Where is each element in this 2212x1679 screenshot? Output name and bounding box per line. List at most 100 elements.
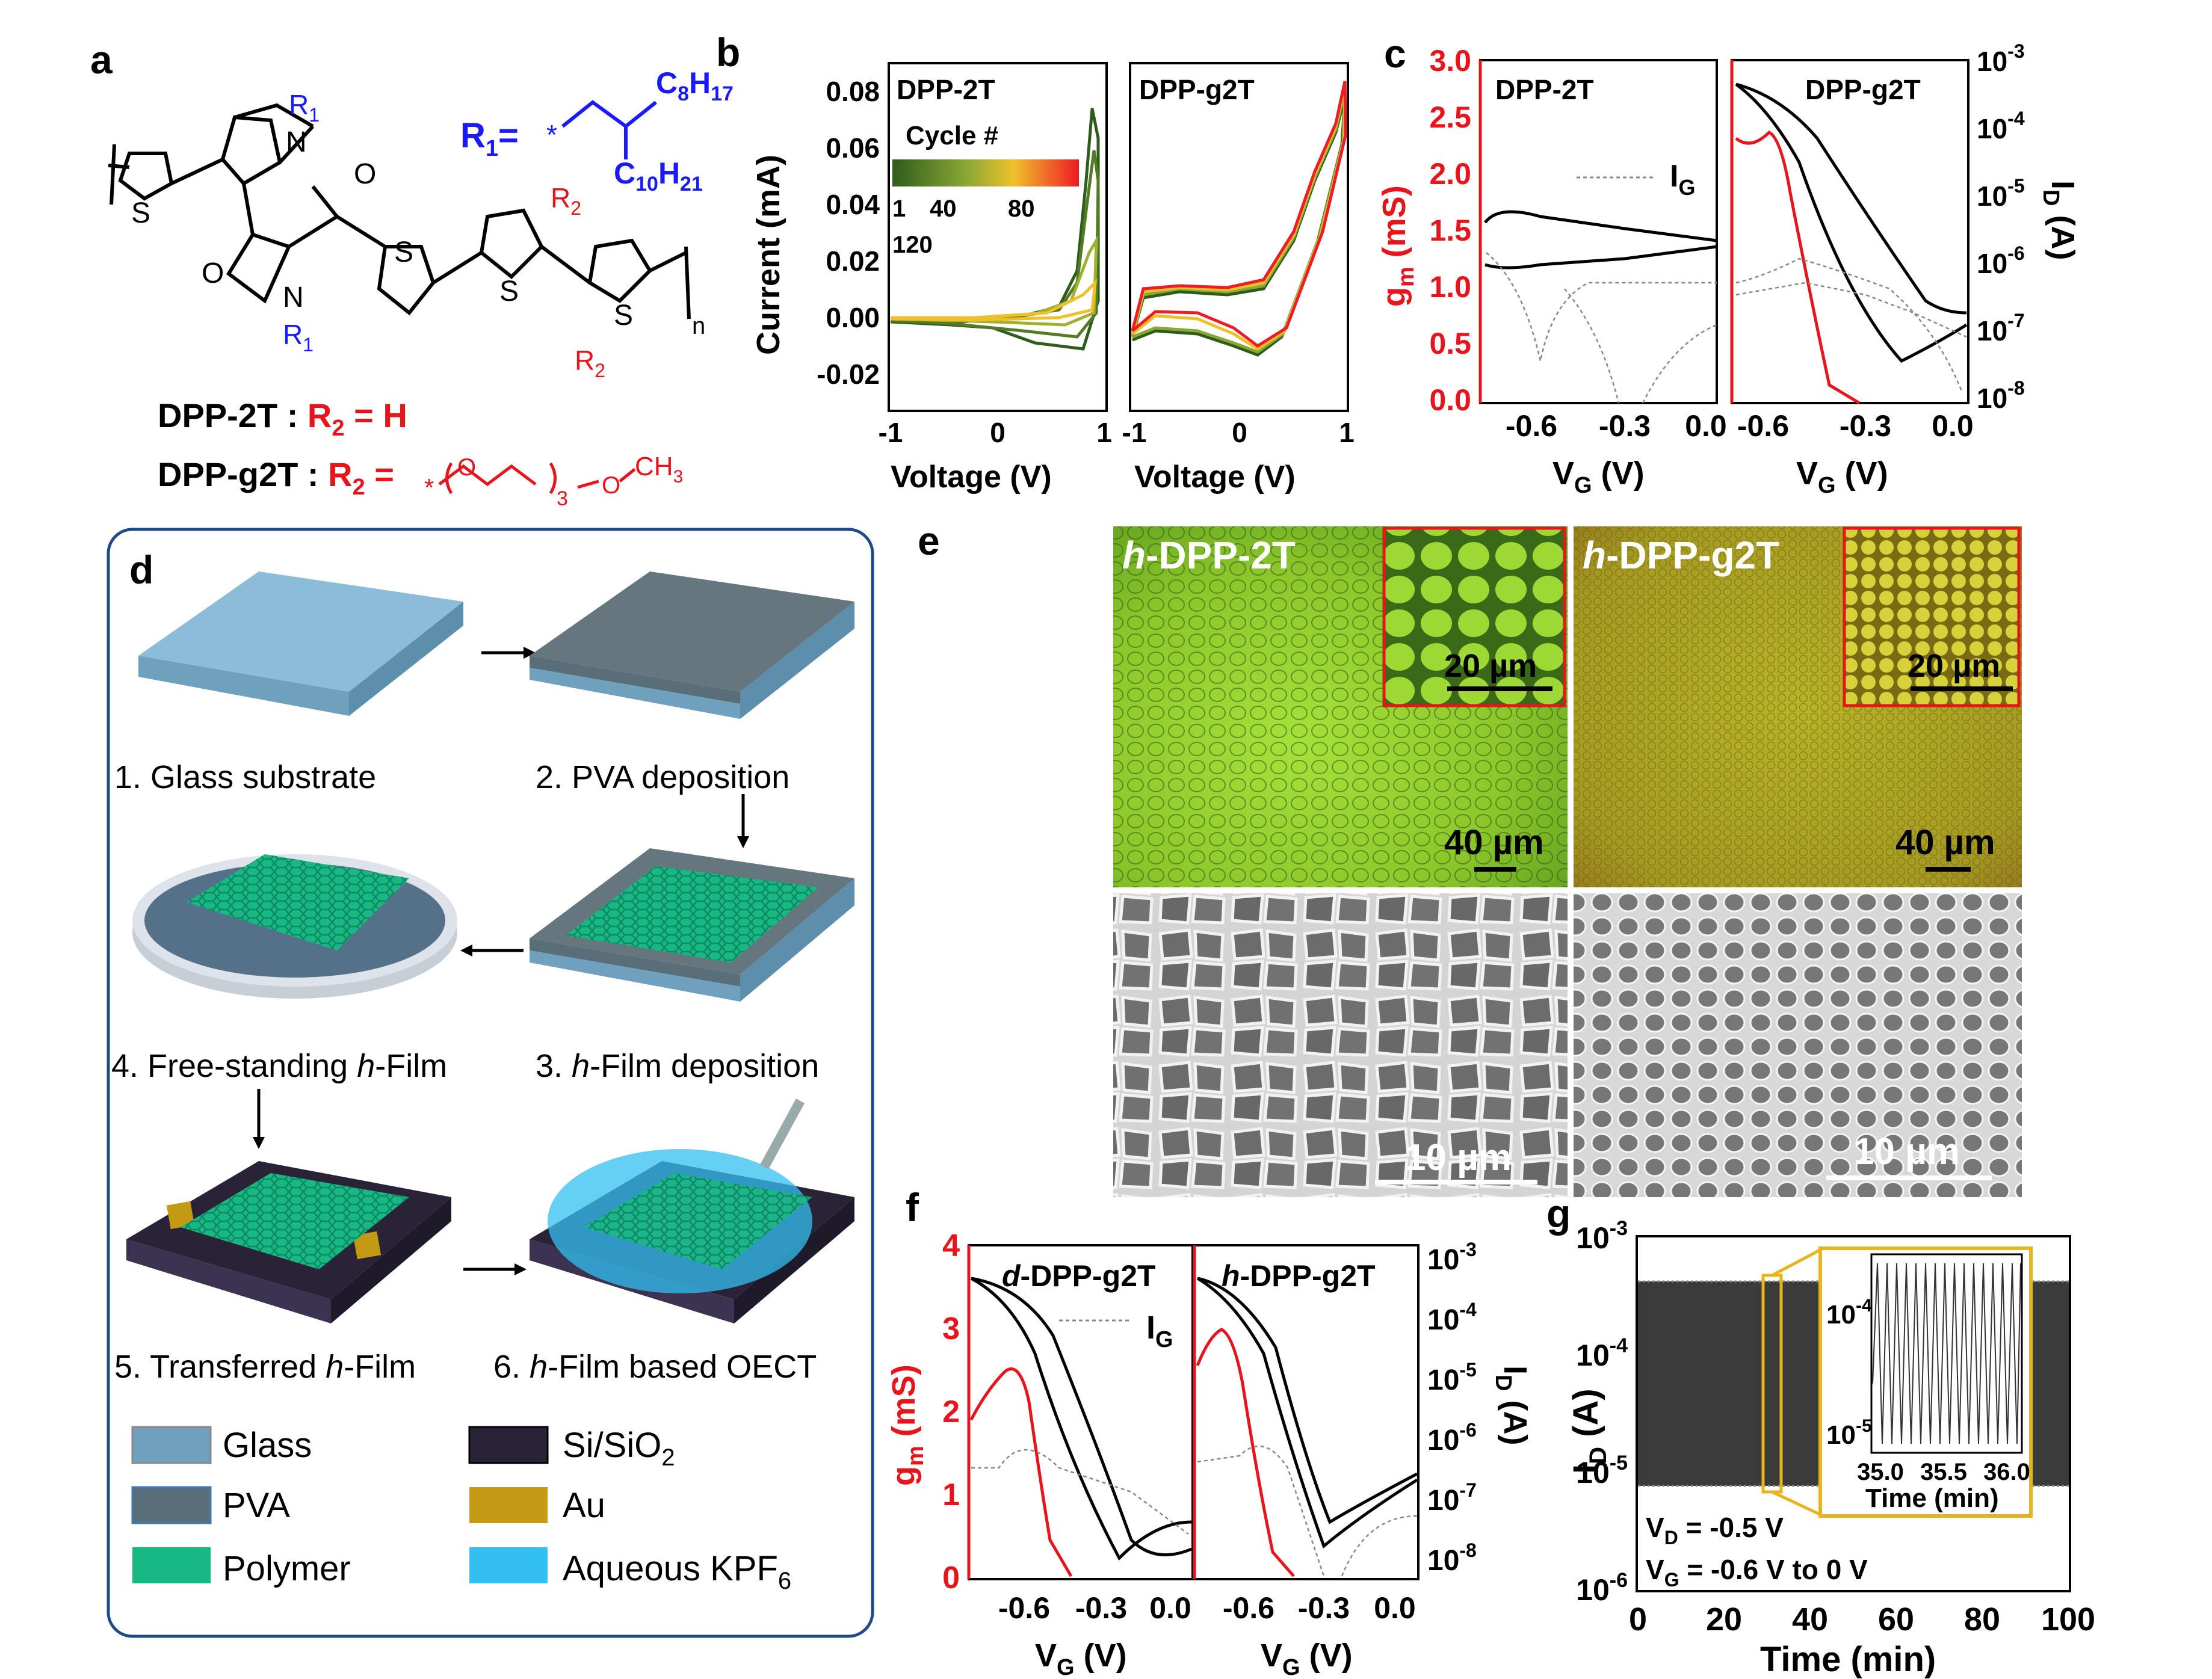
ig-curve [971,1449,1189,1535]
cv-legend-title: Cycle # [906,121,998,150]
legend-swatch-polymer [132,1547,211,1583]
arrowhead [460,944,472,957]
inset-xtick: 35.5 [1920,1459,1967,1485]
arrowhead [514,1263,527,1275]
cv-ytick: 0.06 [826,132,880,164]
panel-letter-f: f [906,1185,919,1230]
id-ytick: 10-8 [1977,377,2025,414]
cv-curves-dpp-g2t [1131,81,1347,357]
gm-ytick: 0.5 [1429,327,1471,360]
inset-frame-dpp-g2t [1843,526,2021,707]
inset-xticks: 35.0 35.5 36.0 [1857,1459,2030,1485]
id-curve [1735,82,1967,315]
teg-side-chain: * O 3 O CH3 [424,452,683,510]
atom-s-3: S [499,276,519,307]
transfer-curves-dpp-g2t [1735,82,1968,405]
inset-plot-area [1870,1253,2023,1454]
id-curve [1735,82,1968,363]
gm-curve [969,1367,1073,1577]
stability-xlabel: Time (min) [1760,1640,1936,1679]
stability-xtick: 100 [2041,1601,2095,1637]
cv-ytick: 0.08 [826,76,880,107]
transfer-xtick: -0.6 [1737,409,1789,443]
legend-swatch-glass [131,1426,212,1464]
sem-scale-label-g2t: 10 µm [1853,1131,1960,1172]
repeat-n: n [692,313,705,339]
gm-ylabel: gm (mS) [1376,185,1419,307]
panel-c: c DPP-2T DPP-g2T IG gm (mS) 3.0 2.5 2.0 … [1376,31,2081,498]
transfer-xtick: -0.6 [1506,409,1557,443]
ig-curve [1564,288,1717,404]
ig-legend-label: IG [1146,1310,1173,1352]
cv-xtick: 0 [1232,417,1247,448]
id-ytick: 10-7 [1977,310,2025,347]
atom-o-bottom: O [202,257,224,289]
stability-xtick: 80 [1964,1601,2000,1637]
pva-layer-illustration [530,571,854,719]
atom-n-top: N [286,126,307,158]
cv-cycle-curve [1131,81,1347,348]
gm-ytick: 2.5 [1429,100,1471,134]
stability-ytick: 10-4 [1576,1334,1628,1372]
dpp-2t-definition: DPP-2T : R2 = H [158,396,407,441]
stability-xticks: 0 20 40 60 80 100 [1629,1601,2095,1637]
cv-cycle-curve [890,279,1098,322]
step-1-label: 1. Glass substrate [114,759,376,795]
gm-ytick: 1.0 [1429,270,1471,304]
transfer-curves-d-dpp-g2t [969,1277,1192,1577]
transfer-xtick: -0.3 [1840,409,1891,443]
legend-label-si: Si/SiO2 [563,1426,675,1471]
arrowhead [737,836,749,848]
svg-text:R1=: R1= [460,116,519,161]
cv-legend-tick-40: 40 [930,196,957,222]
cv-ylabel: Current (mA) [750,155,786,355]
cv-ytick: 0.02 [826,245,880,277]
transfer-xtick: -0.3 [1298,1591,1350,1625]
inset-scale-label-g2t: 20 µm [1908,648,2000,684]
panel-letter-a: a [90,37,113,82]
gm-ytick: 3.0 [1429,44,1471,78]
legend-swatch-au [469,1487,548,1523]
r1-top: R1 [289,89,320,126]
scale-label-40um-g2t: 40 µm [1895,823,1995,862]
id-curve [970,1277,1192,1561]
sample-label-dpp-g2t: h-DPP-g2T [1583,534,1779,577]
id-ytick: 10-3 [1977,40,2025,77]
panel-e: e h-DPP-2T 20 µm 40 µm h-DPP-g2T 20 µm 4… [918,519,2022,1197]
cv-title-dpp-2t: DPP-2T [897,74,995,105]
material-legend: Glass PVA Polymer Si/SiO2 Au Aqueous KPF… [131,1426,791,1594]
legend-swatch-pva [131,1486,212,1524]
legend-label-au: Au [563,1486,605,1525]
step-2-label: 2. PVA deposition [536,759,789,795]
oect-device-illustration [530,1098,854,1323]
sem-image-dpp-2t [1113,893,1568,1197]
inset-xtick: 35.0 [1857,1459,1904,1485]
id-ytick: 10-4 [1977,108,2025,144]
id-ylabel: ID (A) [1491,1366,1533,1445]
svg-text:*: * [546,119,557,150]
glass-substrate-illustration [138,571,463,716]
step-4-label: 4. Free-standing h-Film [111,1048,447,1084]
legend-swatch-kpf6 [469,1547,548,1583]
svg-text:C8H17: C8H17 [656,66,734,105]
svg-text:*: * [424,473,434,502]
transfer-xtick: -0.6 [998,1591,1050,1625]
cv-plot-frame-dpp-g2t [1129,62,1349,412]
id-ytick: 10-5 [1977,175,2025,212]
inset-oscillation [1872,1263,2021,1444]
cv-xlabel-right: Voltage (V) [1134,460,1296,494]
cv-xticks: -1 0 1 -1 0 1 [879,417,1355,448]
cv-legend-tick-80: 80 [1008,196,1035,222]
step-5-label: 5. Transferred h-Film [114,1349,416,1385]
svg-text:C10H21: C10H21 [614,156,703,196]
free-standing-film-illustration [132,854,457,999]
transfer-xtick: -0.6 [1223,1591,1274,1625]
id-ytick: 10-8 [1427,1539,1477,1577]
arrowhead [253,1137,265,1149]
gm-ytick: 1.5 [1429,214,1471,247]
ig-curve [1735,282,1967,338]
transfer-xtick: 0.0 [1932,409,1974,443]
fabrication-box [107,528,874,1638]
sem-scale-label-2t: 10 µm [1405,1137,1512,1178]
atom-o-top: O [354,158,376,190]
